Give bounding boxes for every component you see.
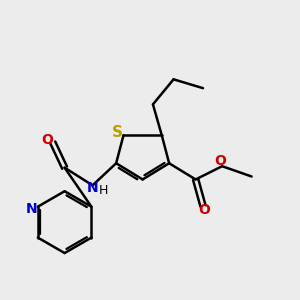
Text: S: S — [112, 125, 122, 140]
Text: H: H — [99, 184, 109, 197]
Text: O: O — [215, 154, 226, 168]
Text: N: N — [87, 181, 98, 195]
Text: O: O — [199, 203, 210, 218]
Text: N: N — [26, 202, 38, 216]
Text: O: O — [42, 133, 53, 147]
